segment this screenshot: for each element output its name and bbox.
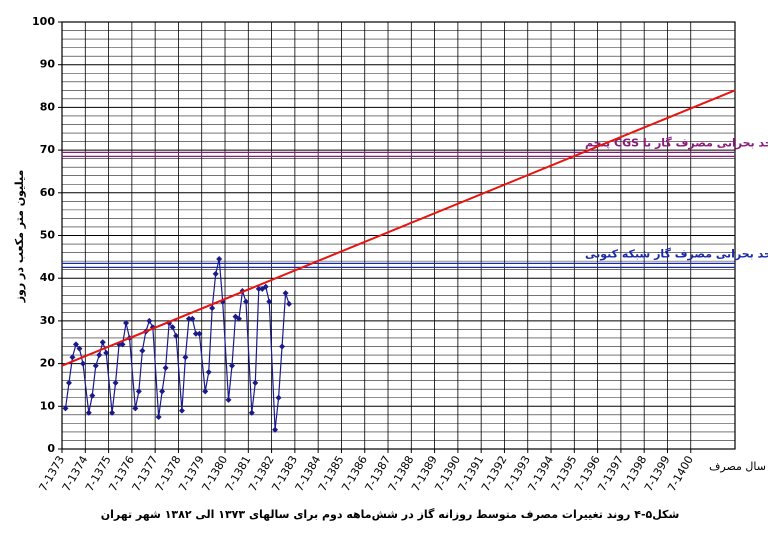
data-point [132, 405, 139, 412]
data-point [173, 332, 180, 339]
data-point [189, 315, 196, 322]
y-axis-label: میلیون متر مکعب در روز [13, 170, 26, 304]
data-point [228, 362, 235, 369]
data-point [279, 343, 286, 350]
data-point [185, 315, 192, 322]
data-point [216, 255, 223, 262]
y-tick-label: 80 [40, 100, 56, 113]
data-point [135, 388, 142, 395]
data-point [99, 339, 106, 346]
y-tick-label: 60 [40, 186, 56, 199]
chart-title: شکل۵-۴ روند تغییرات مصرف متوسط روزانه گا… [101, 508, 680, 521]
data-point [69, 354, 76, 361]
data-point [109, 409, 116, 416]
data-point [242, 298, 249, 305]
data-point [286, 300, 293, 307]
data-point [76, 345, 83, 352]
data-point [202, 388, 209, 395]
data-point [159, 388, 166, 395]
y-tick-label: 50 [40, 229, 56, 242]
data-point [103, 349, 110, 356]
x-axis-label: سال مصرف [709, 460, 766, 473]
data-point [205, 369, 212, 376]
data-point [62, 405, 69, 412]
data-point [212, 270, 219, 277]
data-point [139, 347, 146, 354]
data-point [209, 305, 216, 312]
y-tick-label: 10 [40, 399, 56, 412]
data-point [252, 379, 259, 386]
data-point [192, 330, 199, 337]
data-point [266, 298, 273, 305]
y-tick-label: 90 [40, 58, 56, 71]
data-point [248, 409, 255, 416]
data-point [123, 320, 130, 327]
data-point [96, 352, 103, 359]
data-point [162, 364, 169, 371]
data-point [225, 396, 232, 403]
data-point [89, 392, 96, 399]
data-point [196, 330, 203, 337]
y-tick-label: 70 [40, 143, 56, 156]
data-point [262, 283, 269, 290]
data-point [235, 315, 242, 322]
data-point [112, 379, 119, 386]
y-tick-label: 30 [40, 314, 56, 327]
series-line [61, 89, 736, 367]
data-point [65, 379, 72, 386]
plot-frame [61, 21, 736, 450]
data-point [275, 394, 282, 401]
data-point [182, 354, 189, 361]
data-point [85, 409, 92, 416]
data-point [79, 360, 86, 367]
y-tick-label: 100 [32, 15, 55, 28]
data-point [178, 407, 185, 414]
reference-label: حد بحرانی مصرف گاز شبکه کنونی [585, 247, 768, 260]
data-point [92, 362, 99, 369]
reference-label: حد بحرانی مصرف گاز با CGS پنجم [585, 136, 768, 149]
data-point [119, 341, 126, 348]
data-point [72, 341, 79, 348]
y-tick-label: 0 [47, 442, 55, 455]
data-point [146, 317, 153, 324]
y-tick-label: 20 [40, 357, 56, 370]
series-line [64, 258, 290, 430]
y-tick-label: 40 [40, 271, 56, 284]
data-point [169, 324, 176, 331]
data-point [255, 285, 262, 292]
data-point [155, 413, 162, 420]
data-point [282, 290, 289, 297]
data-point [272, 426, 279, 433]
